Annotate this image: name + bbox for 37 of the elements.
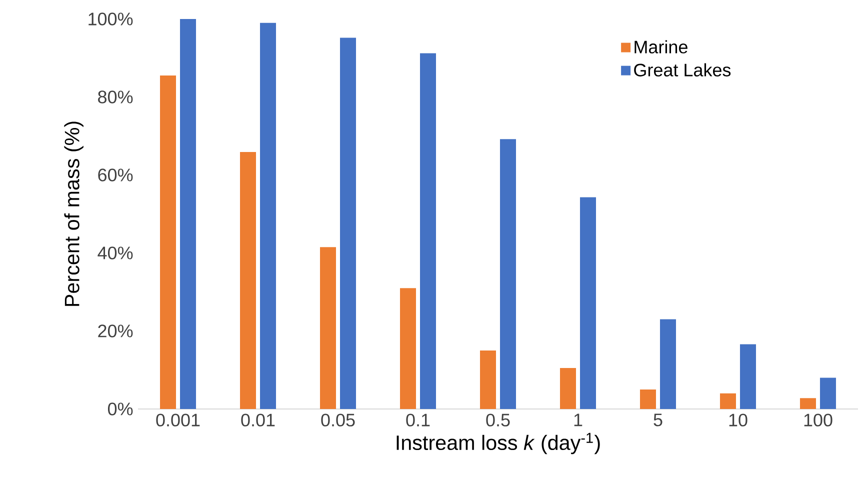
x-tick-label: 0.01	[241, 414, 275, 426]
y-tick-label: 40%	[98, 246, 133, 260]
x-tick-label: 1	[574, 414, 582, 426]
bar	[320, 247, 336, 409]
bar	[580, 197, 596, 409]
bar	[420, 53, 436, 409]
bar	[800, 398, 816, 409]
bar	[340, 38, 356, 409]
x-tick-label: 0.001	[156, 414, 200, 426]
x-tick-label: 0.1	[406, 414, 430, 426]
bar	[660, 319, 676, 409]
y-tick-label: 20%	[98, 324, 133, 338]
x-tick-label: 100	[804, 414, 832, 426]
y-tick-label: 60%	[98, 168, 133, 182]
y-axis-title: Percent of mass (%)	[64, 122, 84, 306]
bar	[180, 18, 196, 409]
bar	[260, 22, 276, 409]
bar	[820, 378, 836, 409]
bar	[500, 139, 516, 409]
x-tick-label: 0.5	[486, 414, 510, 426]
bar	[400, 288, 416, 409]
bar	[640, 389, 656, 409]
bar	[740, 344, 756, 409]
legend-label: Great Lakes	[634, 63, 731, 76]
legend-label: Marine	[634, 40, 688, 54]
bar	[240, 152, 256, 409]
y-tick-label: 100%	[88, 12, 133, 26]
x-tick-label: 0.05	[321, 414, 355, 426]
bar	[720, 393, 736, 409]
x-tick-label: 10	[729, 414, 748, 426]
bar	[560, 368, 576, 409]
x-tick-label: 5	[654, 414, 662, 426]
x-axis-title: Instream loss k (day$^{-1}$)	[396, 432, 600, 454]
y-tick-label: 0%	[108, 402, 133, 416]
bar	[160, 76, 176, 409]
bar	[480, 350, 496, 409]
y-tick-label: 80%	[98, 90, 133, 104]
